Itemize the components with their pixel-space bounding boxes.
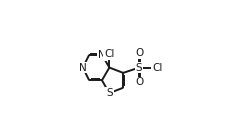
Text: N: N xyxy=(98,50,105,60)
Text: Cl: Cl xyxy=(104,49,114,59)
Text: S: S xyxy=(135,63,142,73)
Text: O: O xyxy=(134,77,143,87)
Text: Cl: Cl xyxy=(151,63,162,73)
Text: N: N xyxy=(79,63,86,73)
Text: O: O xyxy=(134,48,143,58)
Text: S: S xyxy=(106,88,112,98)
